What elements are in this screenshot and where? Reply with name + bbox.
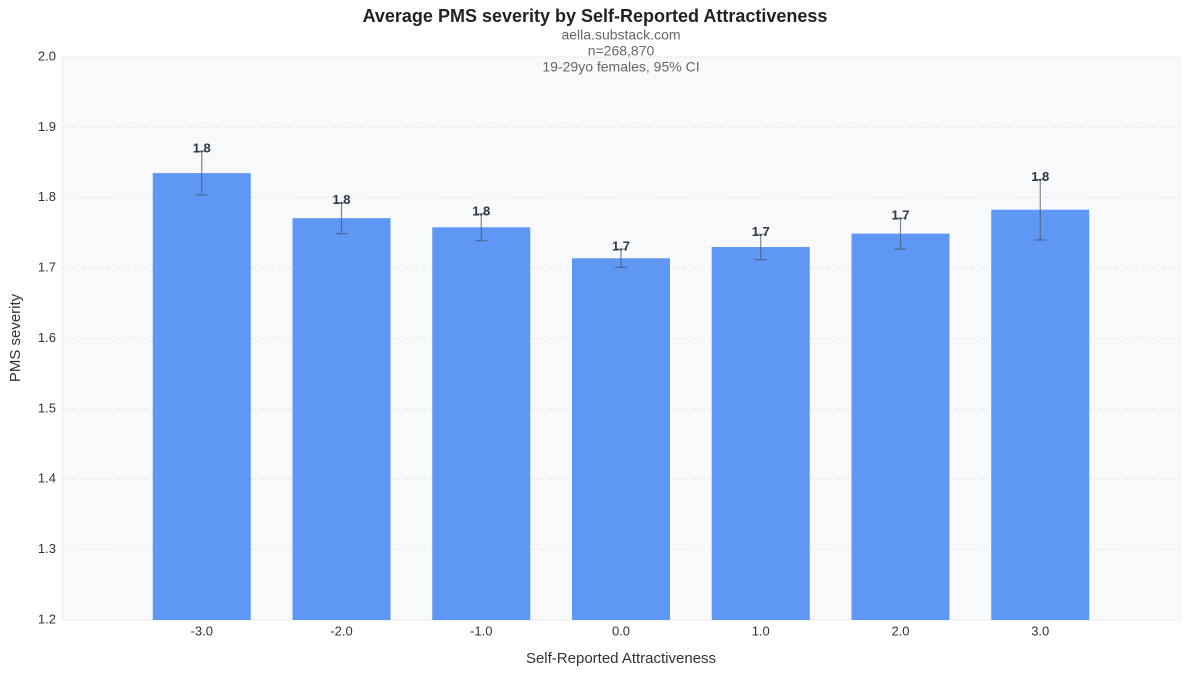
y-tick-label: 1.4 <box>38 471 56 486</box>
x-axis-label: Self-Reported Attractiveness <box>526 650 716 667</box>
y-tick-label: 1.9 <box>38 119 56 134</box>
bar <box>991 209 1090 620</box>
value-label: 1.7 <box>752 224 770 239</box>
bar <box>851 233 950 621</box>
bar <box>572 258 670 620</box>
x-tick-label: 1.0 <box>752 623 770 638</box>
bar <box>711 247 810 620</box>
x-tick-label: -2.0 <box>330 623 352 638</box>
subtitle: n=268,870 <box>588 43 655 59</box>
value-label: 1.8 <box>1031 169 1049 184</box>
bar <box>152 173 251 620</box>
subtitle: aella.substack.com <box>561 27 680 43</box>
value-label: 1.8 <box>332 192 350 207</box>
y-tick-label: 1.3 <box>38 541 56 556</box>
y-axis-label: PMS severity <box>7 293 24 382</box>
x-tick-label: 2.0 <box>891 623 909 638</box>
bar <box>432 227 531 620</box>
y-tick-label: 1.2 <box>38 611 56 626</box>
value-label: 1.8 <box>472 203 490 218</box>
y-tick-label: 2.0 <box>38 48 56 63</box>
chart-title: Average PMS severity by Self-Reported At… <box>363 6 828 26</box>
value-label: 1.7 <box>612 239 630 254</box>
x-tick-label: -1.0 <box>470 623 492 638</box>
value-label: 1.8 <box>193 141 211 156</box>
y-tick-label: 1.6 <box>38 330 56 345</box>
bar <box>292 218 391 620</box>
x-tick-label: 0.0 <box>612 623 630 638</box>
value-label: 1.7 <box>891 208 909 223</box>
y-tick-label: 1.5 <box>38 400 56 415</box>
x-tick-label: -3.0 <box>191 623 213 638</box>
x-tick-label: 3.0 <box>1031 623 1049 638</box>
y-tick-label: 1.7 <box>38 260 56 275</box>
subtitle: 19-29yo females, 95% CI <box>542 59 699 75</box>
y-tick-label: 1.8 <box>38 189 56 204</box>
